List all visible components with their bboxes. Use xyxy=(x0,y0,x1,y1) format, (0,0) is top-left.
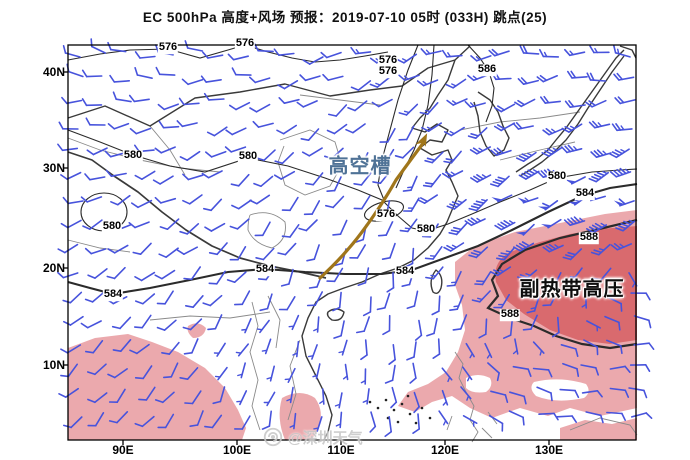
contour-label: 588 xyxy=(578,231,600,244)
contour-label: 576 xyxy=(377,54,399,67)
contour-label: 584 xyxy=(254,263,276,276)
chart-title: EC 500hPa 高度+风场 预报：2019-07-10 05时 (033H)… xyxy=(142,10,548,25)
lon-label: 110E xyxy=(327,443,355,457)
lon-label: 100E xyxy=(222,443,252,457)
subtropical-high-annotation: 副热带高压 xyxy=(519,278,625,301)
contour-label: 584 xyxy=(102,288,124,301)
contour-label: 580 xyxy=(415,223,437,236)
contour-label: 588 xyxy=(499,308,521,321)
contour-label: 576 xyxy=(375,208,397,221)
contour-label: 584 xyxy=(394,265,416,278)
trough-line xyxy=(318,133,428,280)
wind-barbs xyxy=(57,38,655,438)
contour-label: 576 xyxy=(377,65,399,78)
watermark: @深圳天气 xyxy=(262,426,363,448)
lat-label: 30N xyxy=(42,161,65,175)
lon-label: 120E xyxy=(430,443,460,457)
contour-label: 576 xyxy=(234,37,256,50)
weibo-swirl-icon xyxy=(263,427,283,447)
contour-label: 580 xyxy=(546,170,568,183)
trough-annotation: 高空槽 xyxy=(328,155,392,178)
watermark-text: @深圳天气 xyxy=(288,429,363,447)
contour-label: 580 xyxy=(101,220,123,233)
lon-label: 90E xyxy=(112,443,134,457)
contour-label: 584 xyxy=(574,187,596,200)
lon-label: 130E xyxy=(534,443,564,457)
contour-label: 580 xyxy=(237,150,259,163)
lat-label: 20N xyxy=(42,261,65,275)
contour-label: 576 xyxy=(157,41,179,54)
island-dots xyxy=(368,394,432,425)
map-frame xyxy=(63,44,637,445)
lat-label: 40N xyxy=(42,65,65,79)
contour-label: 586 xyxy=(476,63,498,76)
contour-label: 580 xyxy=(122,149,144,162)
lat-label: 10N xyxy=(42,358,65,372)
